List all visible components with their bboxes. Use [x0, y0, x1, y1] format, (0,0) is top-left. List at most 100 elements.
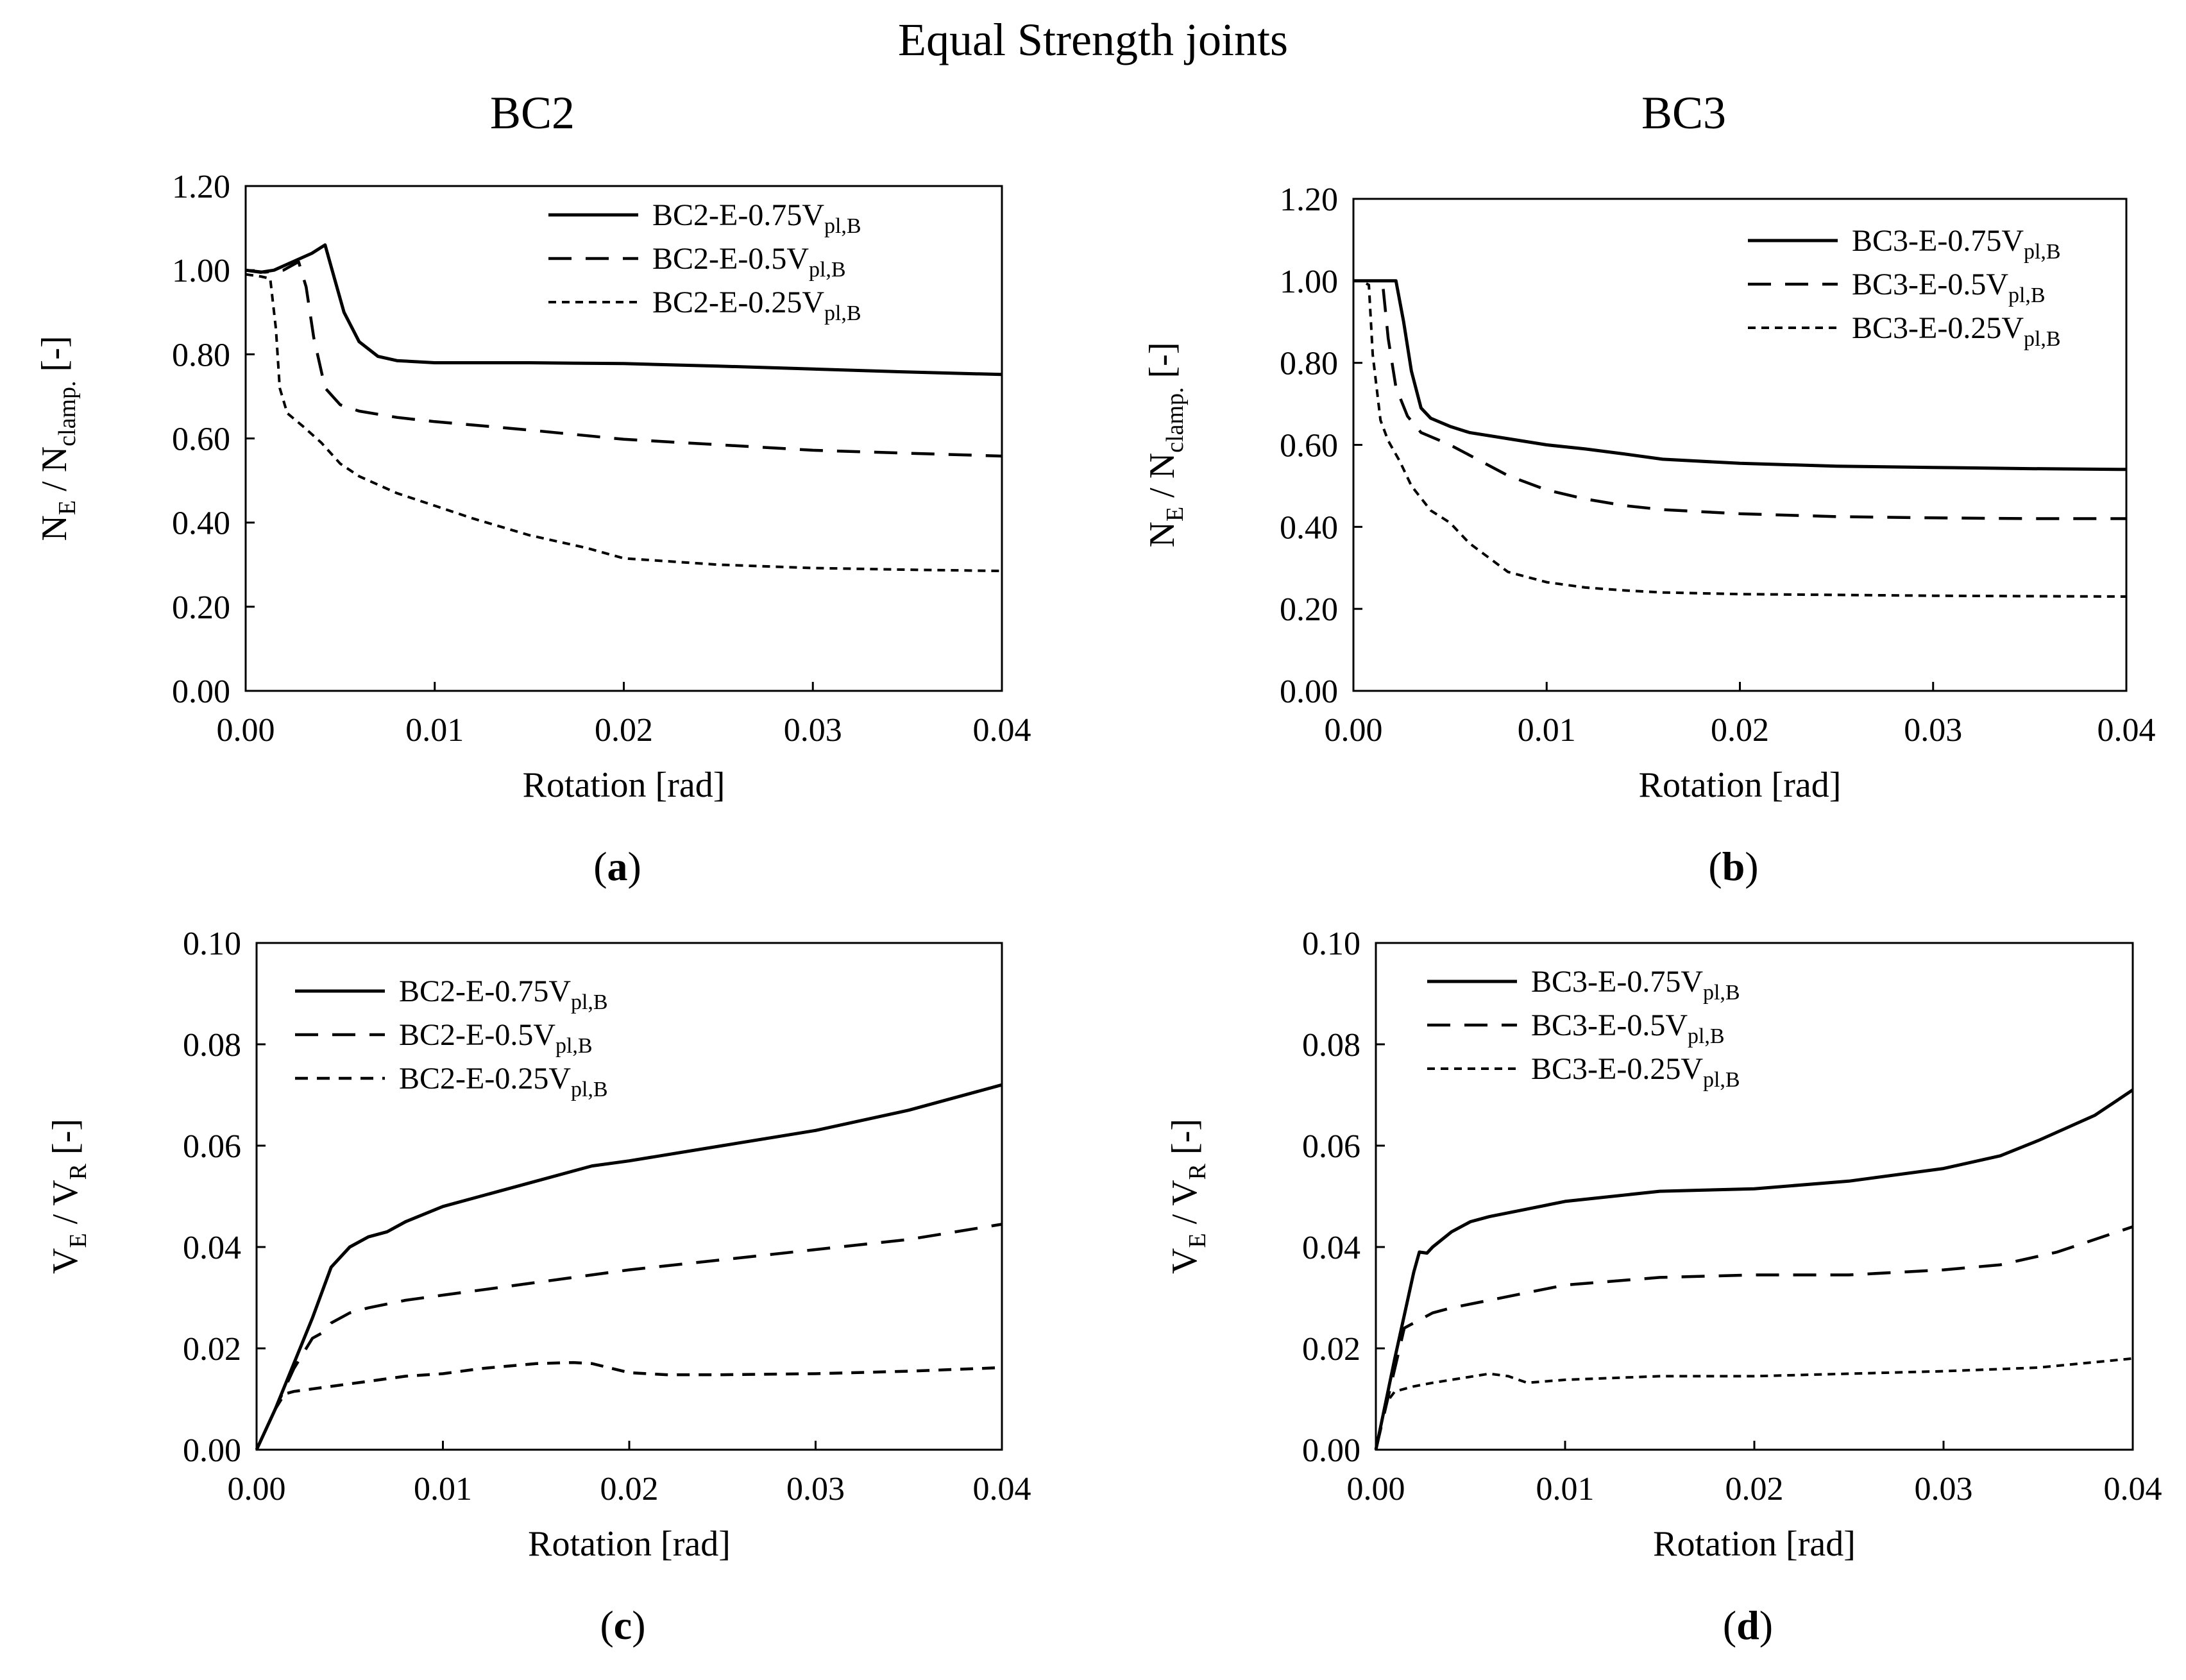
x-tick-label: 0.01: [1518, 712, 1576, 749]
legend-entry-subscript: pl,B: [1688, 1024, 1725, 1048]
series-line-dashed: [255, 1223, 1003, 1450]
legend: BC3-E-0.75Vpl,BBC3-E-0.5Vpl,BBC3-E-0.25V…: [1427, 965, 1740, 1092]
legend-entry-name: BC3-E-0.75V: [1531, 965, 1703, 999]
column-title-bc2: BC2: [490, 87, 575, 139]
legend-entry: BC2-E-0.5Vpl,B: [399, 1018, 593, 1058]
y-tick-label: 0.20: [1280, 591, 1338, 628]
legend-entry-subscript: pl,B: [1703, 1068, 1740, 1092]
legend-entry: BC2-E-0.5Vpl,B: [652, 242, 846, 282]
y-tick-label: 0.06: [1302, 1128, 1360, 1165]
y-tick-label: 0.02: [183, 1331, 241, 1368]
y-tick-label: 0.40: [172, 505, 230, 542]
legend-entry-name: BC2-E-0.5V: [399, 1018, 555, 1052]
legend-entry: BC3-E-0.5Vpl,B: [1531, 1008, 1725, 1048]
chart-panels: 0.00 0.01 0.02 0.03 0.04 0.00 0.20 0.40 0.60 0.80…: [35, 169, 2162, 1648]
panel-label: (c): [600, 1602, 645, 1648]
x-tick-label: 0.03: [1904, 712, 1962, 749]
panel-label-close: ): [632, 1602, 645, 1648]
legend-entry-name: BC2-E-0.25V: [399, 1062, 571, 1096]
x-tick-label: 0.01: [405, 712, 464, 749]
legend-entry-subscript: pl,B: [2024, 240, 2061, 264]
series-line-solid: [255, 1083, 1003, 1451]
series-line-dotted: [1375, 1357, 2133, 1450]
legend-entry-subscript: pl,B: [571, 990, 608, 1014]
legend-entry-name: BC3-E-0.75V: [1852, 224, 2024, 258]
legend-entry-name: BC2-E-0.5V: [652, 242, 809, 276]
x-tick-label: 0.00: [228, 1471, 286, 1507]
y-axis-label-tail: [-]: [35, 336, 74, 381]
y-tick-label: 0.02: [1302, 1331, 1360, 1368]
legend-entry-name: BC2-E-0.75V: [652, 198, 824, 232]
x-tick-label: 0.03: [786, 1471, 845, 1507]
plot-area-frame: [1352, 198, 2128, 692]
panel-label-open: (: [1723, 1602, 1736, 1648]
chart-panel-a: 0.00 0.01 0.02 0.03 0.04 0.00 0.20 0.40 0.60 0.80…: [35, 169, 1031, 889]
legend-entry-subscript: pl,B: [2024, 327, 2061, 351]
panel-label-close: ): [628, 844, 641, 889]
y-axis-label: VE / VR [-]: [46, 1119, 92, 1274]
y-tick-label: 0.00: [183, 1432, 241, 1469]
y-axis-label-main: N: [1142, 522, 1182, 547]
panel-label-letter: c: [614, 1602, 632, 1648]
legend-entry-subscript: pl,B: [2008, 284, 2046, 307]
x-tick-label: 0.04: [2104, 1471, 2162, 1507]
y-axis-label-sub1: E: [65, 1233, 92, 1248]
x-tick-label: 0.02: [1725, 1471, 1784, 1507]
plot-area-frame: [255, 942, 1003, 1451]
legend: BC3-E-0.75Vpl,BBC3-E-0.5Vpl,BBC3-E-0.25V…: [1748, 224, 2061, 351]
legend-entry-name: BC3-E-0.25V: [1852, 311, 2024, 345]
series-line-dashed-fine: [255, 1361, 1003, 1450]
series-line-solid: [1374, 1089, 2134, 1450]
panel-label-letter: a: [607, 844, 628, 889]
legend-entry-subscript: pl,B: [555, 1034, 593, 1058]
series-line-dashed: [245, 260, 1003, 458]
series-line-solid: [245, 243, 1003, 377]
panel-label-close: ): [1759, 1602, 1773, 1648]
y-tick-label: 0.04: [1302, 1230, 1360, 1266]
legend-entry: BC2-E-0.75Vpl,B: [399, 974, 608, 1014]
y-tick-label: 0.40: [1280, 509, 1338, 546]
legend-entry-name: BC2-E-0.75V: [399, 974, 571, 1008]
legend-entry: BC3-E-0.5Vpl,B: [1852, 267, 2046, 307]
y-axis-label: VE / VR [-]: [1165, 1119, 1211, 1274]
y-tick-label: 1.00: [1280, 264, 1338, 300]
y-tick-label: 0.80: [1280, 346, 1338, 382]
x-tick-label: 0.01: [414, 1471, 472, 1507]
y-axis-label-sub2: clamp.: [1162, 387, 1189, 452]
y-axis-label-main: N: [35, 515, 74, 541]
x-tick-label: 0.02: [595, 712, 653, 749]
y-axis-label-tail: [-]: [1142, 343, 1182, 387]
y-axis-label-main: V: [1165, 1248, 1205, 1274]
x-tick-label: 0.00: [217, 712, 275, 749]
legend-entry-subscript: pl,B: [824, 301, 861, 325]
legend: BC2-E-0.75Vpl,BBC2-E-0.5Vpl,BBC2-E-0.25V…: [295, 974, 608, 1101]
x-tick-label: 0.04: [2097, 712, 2156, 749]
y-tick-label: 0.10: [1302, 926, 1360, 962]
legend-entry-name: BC2-E-0.25V: [652, 285, 824, 319]
y-axis-label-mid: / N: [1142, 453, 1182, 507]
legend-entry: BC2-E-0.25Vpl,B: [652, 285, 861, 325]
x-axis-label: Rotation [rad]: [1639, 765, 1842, 805]
y-axis-label: NE / Nclamp. [-]: [35, 336, 81, 541]
panel-label-open: (: [1708, 844, 1722, 889]
x-axis-label: Rotation [rad]: [523, 765, 725, 805]
legend-entry-name: BC3-E-0.5V: [1852, 267, 2008, 301]
legend: BC2-E-0.75Vpl,BBC2-E-0.5Vpl,BBC2-E-0.25V…: [548, 198, 861, 325]
y-axis-label-mid: / V: [1165, 1180, 1205, 1233]
y-axis-label-sub2: R: [65, 1163, 92, 1180]
legend-entry: BC3-E-0.25Vpl,B: [1852, 311, 2061, 351]
y-tick-label: 1.20: [1280, 182, 1338, 218]
y-tick-label: 0.00: [172, 674, 230, 710]
plot-area-frame: [1375, 942, 2134, 1451]
y-tick-label: 0.08: [1302, 1027, 1360, 1064]
series-line-solid: [1353, 279, 2127, 471]
x-axis-label: Rotation [rad]: [1653, 1524, 1856, 1564]
panel-label: (a): [593, 844, 641, 889]
y-tick-label: 0.04: [183, 1230, 241, 1266]
figure-title: Equal Strength joints: [898, 14, 1288, 65]
legend-entry-subscript: pl,B: [824, 214, 861, 238]
y-axis-label: NE / Nclamp. [-]: [1142, 343, 1189, 548]
y-axis-label-tail: [-]: [46, 1119, 85, 1164]
panel-label: (d): [1723, 1602, 1773, 1648]
